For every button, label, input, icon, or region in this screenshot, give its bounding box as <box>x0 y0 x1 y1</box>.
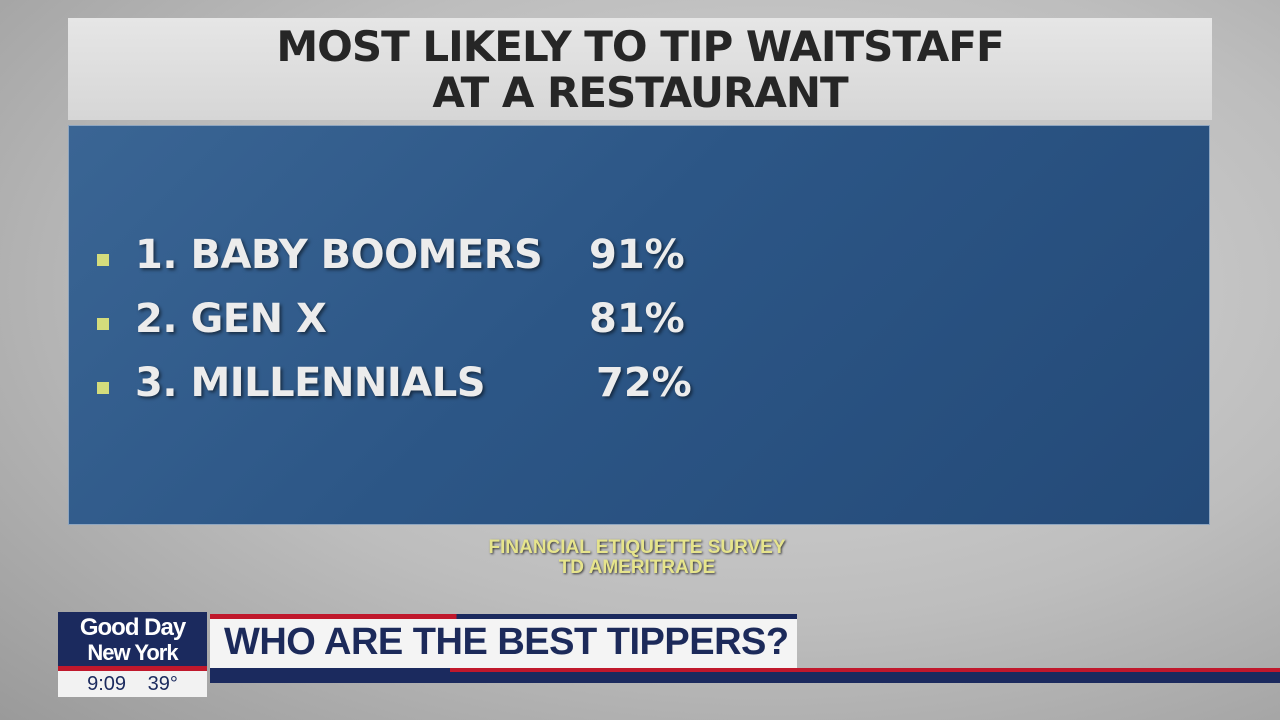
bullet-icon <box>97 382 109 394</box>
source-line1: FINANCIAL ETIQUETTE SURVEY <box>488 537 786 558</box>
item-value: 81% <box>589 296 685 342</box>
source-line2: TD AMERITRADE <box>558 557 716 578</box>
ranking-panel: 1. BABY BOOMERS 91% 2. GEN X 81% 3. MILL… <box>68 125 1210 525</box>
headline-text: WHO ARE THE BEST TIPPERS? <box>224 621 789 663</box>
clock-time: 9:09 <box>87 673 127 695</box>
logo-line1: Good Day <box>79 614 186 641</box>
graphic-title-line1: MOST LIKELY TO TIP WAITSTAFF <box>276 22 1004 71</box>
logo-divider <box>58 666 207 671</box>
list-item: 3. MILLENNIALS 72% <box>69 360 1209 416</box>
headline-top-stripe <box>210 614 797 619</box>
item-value: 91% <box>589 232 685 278</box>
item-label: 1. BABY BOOMERS <box>135 232 543 278</box>
temperature: 39° <box>147 673 178 695</box>
headline-bar: WHO ARE THE BEST TIPPERS? <box>210 619 797 668</box>
source-credit: FINANCIAL ETIQUETTE SURVEY TD AMERITRADE <box>400 538 874 578</box>
item-value: 72% <box>596 360 692 406</box>
show-logo: Good Day New York <box>58 612 207 669</box>
time-temp-box: 9:09 39° <box>58 671 207 697</box>
list-item: 1. BABY BOOMERS 91% <box>69 232 1209 288</box>
graphic-title-line2: AT A RESTAURANT <box>432 68 848 117</box>
graphic-title-panel: MOST LIKELY TO TIP WAITSTAFF AT A RESTAU… <box>68 18 1212 120</box>
logo-line2: New York <box>87 640 178 665</box>
bottom-red-stripe <box>450 668 1280 672</box>
item-label: 3. MILLENNIALS <box>135 360 486 406</box>
list-item: 2. GEN X 81% <box>69 296 1209 352</box>
item-label: 2. GEN X <box>135 296 327 342</box>
bullet-icon <box>97 318 109 330</box>
bullet-icon <box>97 254 109 266</box>
